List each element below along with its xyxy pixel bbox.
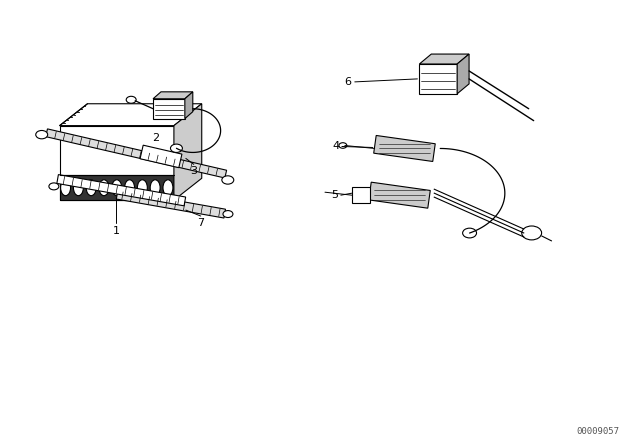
- Polygon shape: [57, 175, 186, 206]
- Ellipse shape: [170, 144, 182, 152]
- Bar: [60, 175, 174, 200]
- Polygon shape: [153, 92, 193, 99]
- Polygon shape: [457, 54, 469, 94]
- Ellipse shape: [86, 180, 96, 196]
- Text: 3: 3: [190, 166, 197, 177]
- Polygon shape: [352, 187, 370, 203]
- Polygon shape: [174, 104, 202, 200]
- Bar: [60, 125, 174, 200]
- Ellipse shape: [163, 180, 173, 196]
- Text: 4: 4: [332, 142, 339, 151]
- Text: 6: 6: [344, 77, 351, 87]
- Ellipse shape: [126, 96, 136, 103]
- Polygon shape: [369, 182, 430, 208]
- Ellipse shape: [61, 180, 70, 196]
- Ellipse shape: [99, 180, 109, 196]
- Ellipse shape: [222, 176, 234, 184]
- Polygon shape: [60, 104, 202, 125]
- Text: 2: 2: [152, 133, 159, 142]
- Text: 7: 7: [197, 218, 204, 228]
- Polygon shape: [140, 145, 182, 168]
- Ellipse shape: [36, 130, 47, 139]
- Polygon shape: [116, 190, 225, 218]
- Ellipse shape: [49, 183, 59, 190]
- Ellipse shape: [463, 228, 477, 238]
- Ellipse shape: [150, 180, 160, 196]
- Bar: [153, 99, 185, 119]
- Text: 5: 5: [332, 190, 339, 200]
- Ellipse shape: [125, 180, 134, 196]
- Polygon shape: [374, 135, 435, 161]
- Ellipse shape: [339, 143, 347, 148]
- Ellipse shape: [74, 180, 83, 196]
- Polygon shape: [45, 129, 227, 178]
- Ellipse shape: [522, 226, 541, 240]
- Polygon shape: [419, 54, 469, 64]
- Text: 1: 1: [113, 226, 120, 236]
- Bar: [419, 64, 457, 94]
- Ellipse shape: [223, 211, 233, 218]
- Ellipse shape: [138, 180, 147, 196]
- Polygon shape: [185, 92, 193, 119]
- Ellipse shape: [112, 180, 122, 196]
- Text: 00009057: 00009057: [577, 427, 620, 436]
